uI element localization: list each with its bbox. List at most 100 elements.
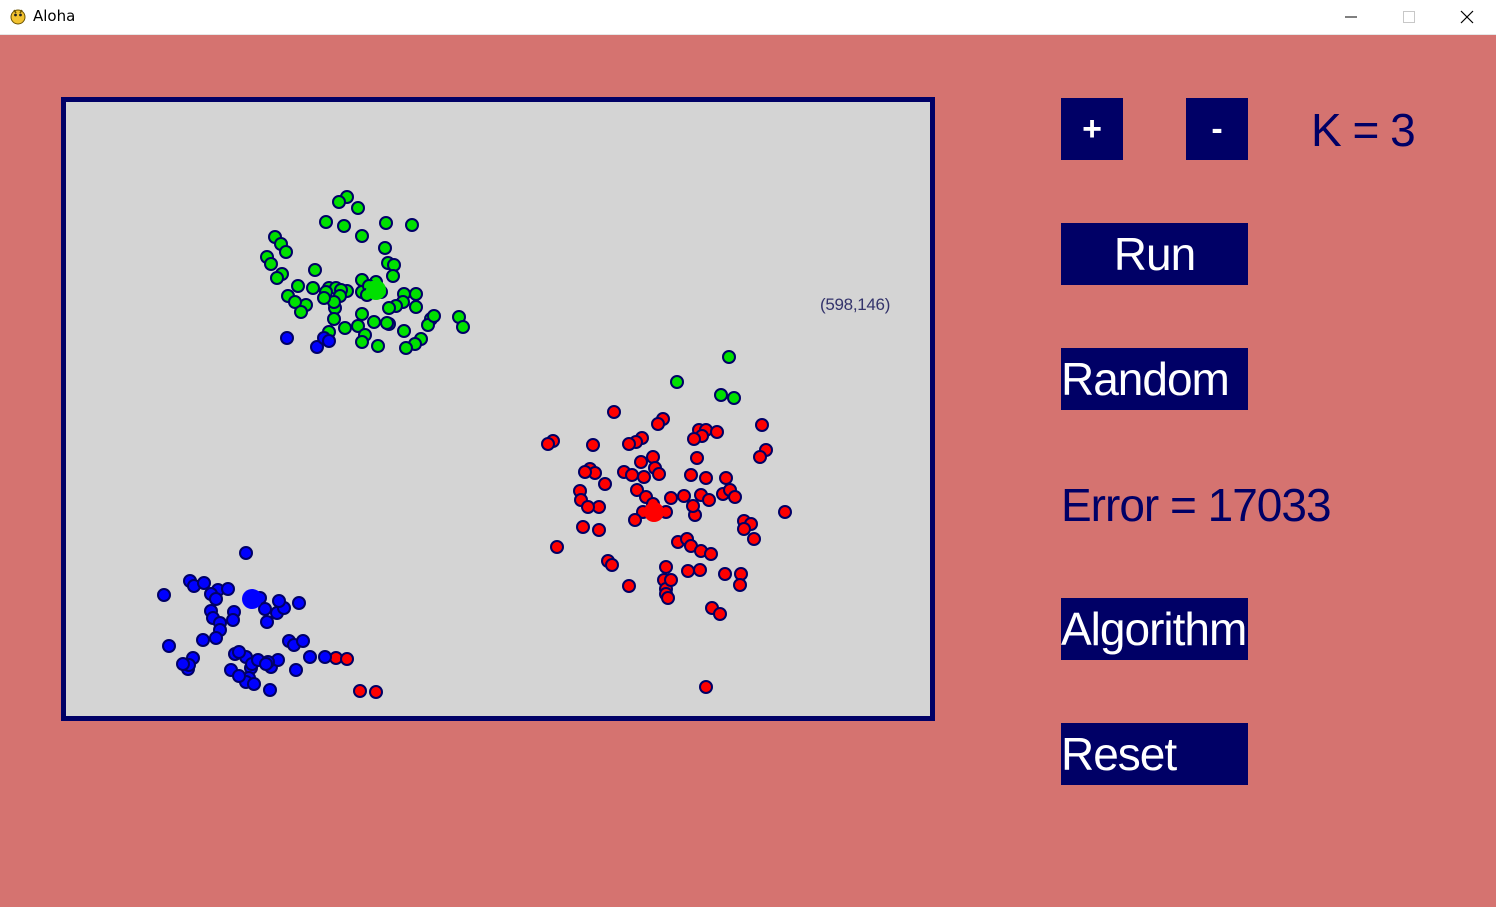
data-point-red <box>686 499 700 513</box>
data-point-red <box>369 685 383 699</box>
data-point-green <box>319 215 333 229</box>
data-point-blue <box>162 639 176 653</box>
data-point-blue <box>232 645 246 659</box>
data-point-blue <box>303 650 317 664</box>
clustering-canvas[interactable] <box>61 97 935 721</box>
k-value-label: K = 3 <box>1311 104 1416 156</box>
data-point-red <box>576 520 590 534</box>
data-point-blue <box>272 594 286 608</box>
data-point-green <box>409 287 423 301</box>
data-point-blue <box>292 596 306 610</box>
data-point-blue <box>232 669 246 683</box>
data-point-red <box>719 471 733 485</box>
data-point-red <box>622 579 636 593</box>
data-point-blue <box>289 663 303 677</box>
run-button[interactable]: Run <box>1061 223 1248 285</box>
data-point-green <box>308 263 322 277</box>
data-point-red <box>581 500 595 514</box>
data-point-green <box>355 307 369 321</box>
close-button[interactable] <box>1438 0 1496 34</box>
data-point-red <box>592 523 606 537</box>
data-point-green <box>367 315 381 329</box>
data-point-green <box>337 219 351 233</box>
data-point-blue <box>260 615 274 629</box>
data-point-green <box>405 218 419 232</box>
maximize-button[interactable] <box>1380 0 1438 34</box>
data-point-red <box>630 483 644 497</box>
data-point-red <box>702 493 716 507</box>
data-point-blue <box>239 546 253 560</box>
data-point-red <box>578 465 592 479</box>
minimize-button[interactable] <box>1322 0 1380 34</box>
data-point-red <box>340 652 354 666</box>
data-point-red <box>605 558 619 572</box>
data-point-green <box>378 241 392 255</box>
data-point-blue <box>226 613 240 627</box>
data-point-red <box>607 405 621 419</box>
data-point-red <box>664 573 678 587</box>
increase-k-button[interactable]: + <box>1061 98 1123 160</box>
data-point-red <box>586 438 600 452</box>
data-point-green <box>351 319 365 333</box>
data-point-blue <box>259 657 273 671</box>
data-point-red <box>693 563 707 577</box>
python-game-icon <box>10 9 26 25</box>
data-point-red <box>634 455 648 469</box>
data-point-green <box>332 195 346 209</box>
algorithm-button[interactable]: Algorithm <box>1061 598 1248 660</box>
random-button[interactable]: Random <box>1061 348 1248 410</box>
data-point-red <box>728 490 742 504</box>
data-point-green <box>727 391 741 405</box>
reset-button[interactable]: Reset <box>1061 723 1248 785</box>
data-point-red <box>598 477 612 491</box>
data-point-blue <box>196 633 210 647</box>
data-point-red <box>704 547 718 561</box>
data-point-blue <box>318 650 332 664</box>
data-point-green <box>722 350 736 364</box>
data-point-blue <box>310 340 324 354</box>
minimize-icon <box>1345 16 1357 18</box>
data-point-green <box>427 309 441 323</box>
data-point-green <box>351 201 365 215</box>
data-point-blue <box>157 588 171 602</box>
data-point-green <box>379 216 393 230</box>
data-point-blue <box>176 657 190 671</box>
title-bar: Aloha <box>0 0 1496 35</box>
centroid-green <box>366 280 386 300</box>
data-point-red <box>699 471 713 485</box>
decrease-k-button[interactable]: - <box>1186 98 1248 160</box>
data-point-red <box>625 468 639 482</box>
data-point-red <box>690 451 704 465</box>
data-point-red <box>659 560 673 574</box>
cursor-coordinate-readout: (598,146) <box>820 295 891 314</box>
data-point-green <box>327 312 341 326</box>
data-point-red <box>622 437 636 451</box>
data-point-green <box>456 320 470 334</box>
data-point-green <box>291 279 305 293</box>
data-point-blue <box>280 331 294 345</box>
data-point-red <box>710 425 724 439</box>
data-point-green <box>409 300 423 314</box>
error-value-label: Error = 17033 <box>1061 479 1332 531</box>
data-point-red <box>661 591 675 605</box>
data-point-green <box>355 335 369 349</box>
data-point-green <box>371 339 385 353</box>
data-point-green <box>399 341 413 355</box>
data-point-blue <box>221 582 235 596</box>
data-point-green <box>355 229 369 243</box>
data-point-green <box>317 291 331 305</box>
data-point-red <box>637 470 651 484</box>
data-point-red <box>718 567 732 581</box>
data-point-red <box>677 489 691 503</box>
data-point-green <box>380 316 394 330</box>
data-point-green <box>306 281 320 295</box>
data-point-red <box>747 532 761 546</box>
data-point-red <box>541 437 555 451</box>
centroid-blue <box>242 589 262 609</box>
close-icon <box>1460 10 1474 24</box>
data-point-green <box>338 321 352 335</box>
data-point-red <box>652 467 666 481</box>
data-point-red <box>628 513 642 527</box>
data-point-red <box>550 540 564 554</box>
data-point-green <box>382 301 396 315</box>
